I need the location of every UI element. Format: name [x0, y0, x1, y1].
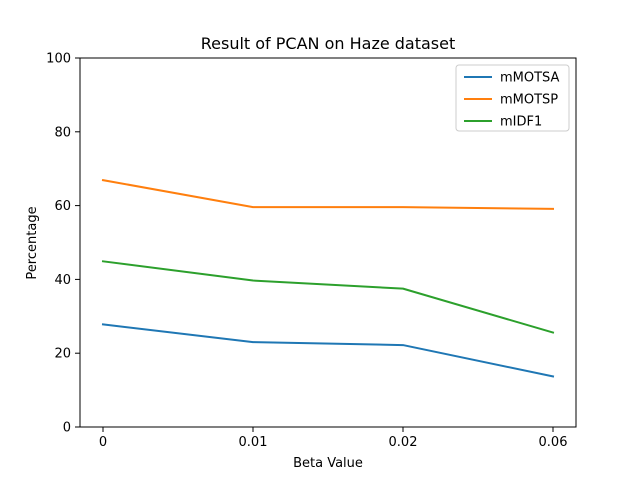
x-tick-label: 0.02	[389, 435, 418, 450]
legend-label: mMOTSA	[500, 71, 560, 86]
legend: mMOTSA mMOTSP mIDF1	[455, 64, 570, 132]
chart-title: Result of PCAN on Haze dataset	[201, 34, 456, 53]
axes: 0 0.01 0.02 0.06 0 20 40 60 80 100	[46, 52, 577, 450]
x-axis-label: Beta Value	[293, 456, 363, 471]
plot-area	[101, 178, 555, 378]
series-line-mmotsa	[101, 323, 555, 378]
series-line-midf1	[101, 260, 555, 334]
legend-label: mIDF1	[500, 115, 542, 130]
legend-box	[455, 64, 570, 132]
x-tick-label: 0	[99, 435, 107, 450]
y-tick-label: 40	[54, 273, 71, 288]
y-tick-label: 20	[54, 347, 71, 362]
x-tick-label: 0.06	[539, 435, 568, 450]
series-line-mmotsp	[101, 178, 555, 210]
y-axis-label: Percentage	[25, 206, 40, 279]
y-tick-label: 100	[46, 52, 71, 67]
x-tick-label: 0.01	[239, 435, 268, 450]
y-tick-label: 0	[63, 421, 71, 436]
y-tick-label: 60	[54, 199, 71, 214]
y-tick-label: 80	[54, 125, 71, 140]
axes-frame	[79, 57, 577, 428]
legend-label: mMOTSP	[500, 93, 558, 108]
